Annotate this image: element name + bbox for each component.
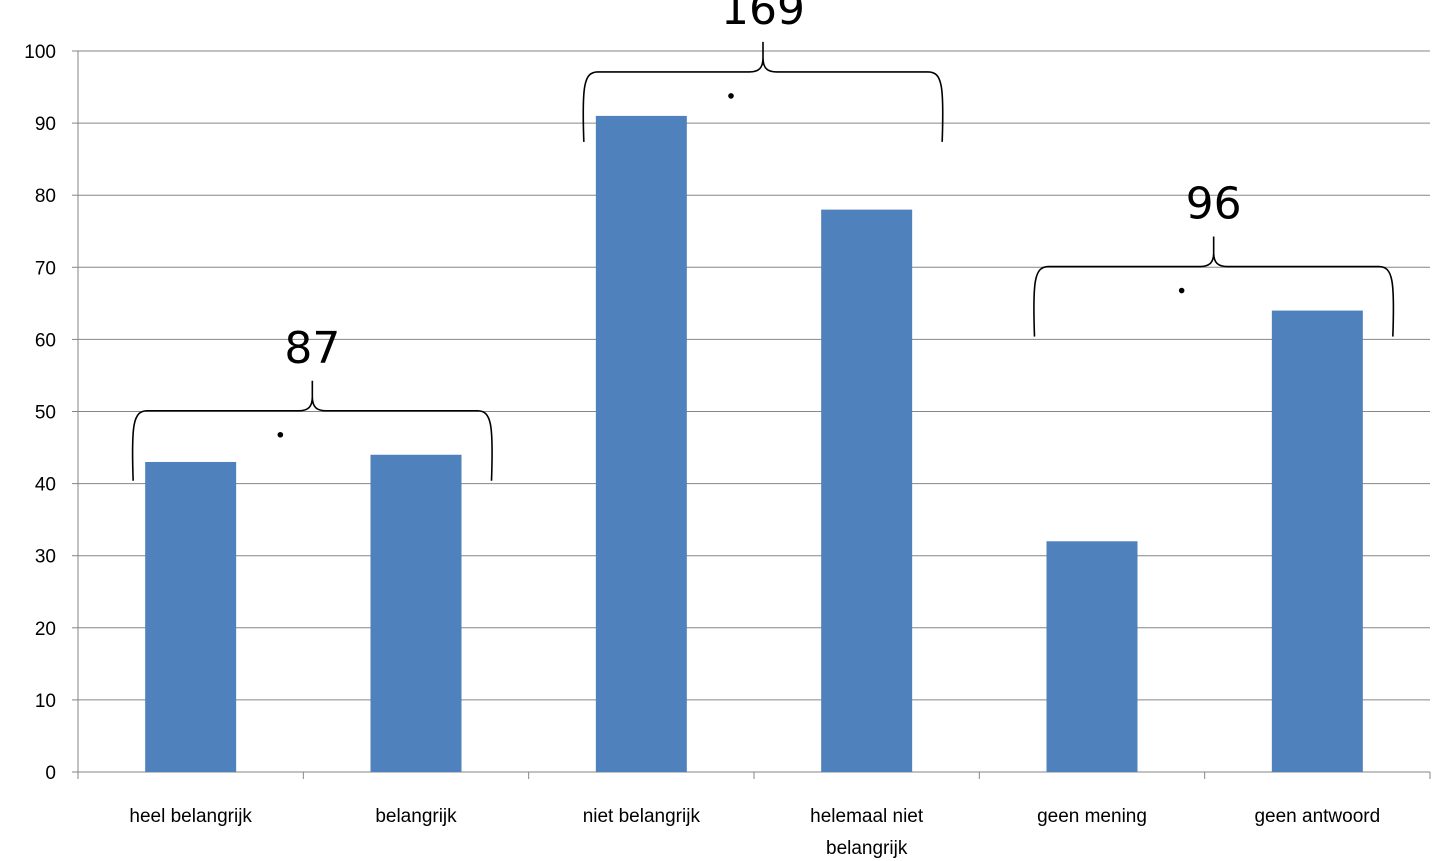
y-tick-label: 50	[35, 403, 56, 424]
bar	[1271, 310, 1363, 772]
group-annotations: 87 169 96	[131, 0, 1395, 481]
category-label: geen antwoord	[1254, 806, 1380, 827]
category-labels: heel belangrijk belangrijk niet belangrijk…	[129, 806, 1380, 859]
bar	[821, 209, 913, 772]
gridlines	[78, 50, 1430, 701]
y-tick-label: 70	[35, 258, 56, 279]
y-tick-label: 20	[35, 619, 56, 640]
y-tick-label: 80	[35, 186, 56, 207]
group-total-label: 87	[284, 323, 340, 374]
y-tick-label: 100	[24, 42, 56, 63]
category-label: niet belangrijk	[583, 806, 701, 827]
group-dot	[728, 93, 734, 99]
group-brace	[131, 380, 493, 481]
y-tick-label: 60	[35, 330, 56, 351]
bars	[145, 115, 1363, 772]
y-tick-label: 40	[35, 475, 56, 496]
group-dot	[277, 431, 284, 438]
category-label: geen mening	[1037, 806, 1147, 827]
group-brace	[582, 41, 944, 142]
group-total-label: 169	[721, 0, 805, 35]
group-total-label: 96	[1186, 179, 1242, 230]
category-label: heel belangrijk	[129, 806, 252, 827]
group-dot	[1178, 287, 1185, 294]
bar	[1046, 541, 1138, 772]
axes	[72, 50, 1431, 779]
y-tick-labels: 0 10 20 30 40 50 60 70 80 90 100	[24, 42, 56, 784]
bar	[370, 454, 462, 772]
y-tick-label: 90	[35, 114, 56, 135]
bar	[595, 115, 687, 772]
bar	[145, 461, 237, 772]
category-label: helemaal niet belangrijk	[810, 806, 924, 859]
group-brace	[1033, 236, 1395, 337]
y-tick-label: 30	[35, 547, 56, 568]
y-tick-label: 0	[45, 763, 56, 784]
category-label: belangrijk	[375, 806, 457, 827]
y-tick-label: 10	[35, 691, 56, 712]
